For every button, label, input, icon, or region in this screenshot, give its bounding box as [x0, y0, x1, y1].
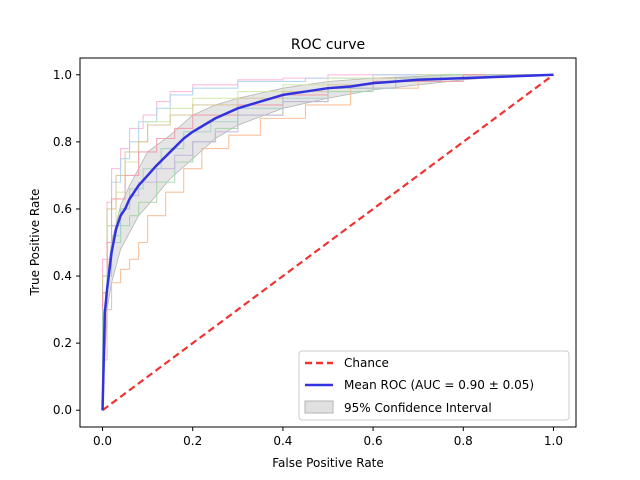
x-tick-label: 0.4 — [273, 434, 292, 448]
x-axis-label: False Positive Rate — [272, 456, 384, 470]
y-axis-label: True Positive Rate — [28, 189, 42, 297]
chance-line-layer — [101, 73, 555, 412]
mean-roc-line — [101, 73, 554, 411]
mean-roc-layer — [101, 73, 554, 411]
x-axis-ticks: 0.0 0.2 0.4 0.6 0.8 1.0 — [93, 427, 563, 448]
y-tick-label: 0.8 — [53, 135, 72, 149]
y-axis-ticks: 0.0 0.2 0.4 0.6 0.8 1.0 — [53, 68, 80, 417]
legend-confidence-swatch — [304, 400, 334, 414]
legend-box — [298, 350, 570, 421]
plot-frame — [79, 57, 577, 428]
x-tick-label: 0.8 — [454, 434, 473, 448]
x-tick-label: 0.2 — [183, 434, 202, 448]
x-tick-label: 1.0 — [544, 434, 563, 448]
y-tick-label: 0.2 — [53, 336, 72, 350]
legend-chance-label: Chance — [344, 356, 389, 370]
legend-mean-roc-label: Mean ROC (AUC = 0.90 ± 0.05) — [344, 378, 534, 392]
legend: Chance Mean ROC (AUC = 0.90 ± 0.05) 95% … — [298, 350, 570, 421]
y-tick-label: 0.0 — [53, 403, 72, 417]
y-tick-label: 0.4 — [53, 269, 72, 283]
x-tick-label: 0.6 — [364, 434, 383, 448]
fold-roc-curve-5 — [102, 74, 554, 411]
chance-line — [101, 73, 555, 412]
x-tick-label: 0.0 — [93, 434, 112, 448]
y-tick-label: 0.6 — [53, 202, 72, 216]
legend-confidence-label: 95% Confidence Interval — [344, 401, 492, 415]
chart-title: ROC curve — [291, 37, 365, 53]
y-tick-label: 1.0 — [53, 68, 72, 82]
